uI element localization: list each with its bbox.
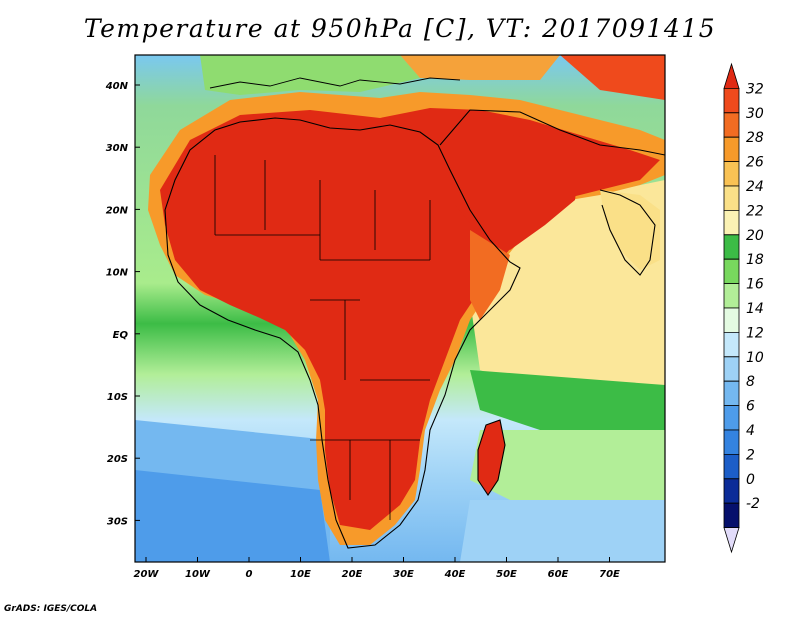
colorbar-label: 2: [746, 447, 755, 463]
colorbar-swatch: [723, 283, 740, 309]
colorbar-label: 12: [746, 325, 764, 341]
colorbar-swatch: [723, 332, 740, 358]
colorbar-swatch: [723, 380, 740, 406]
temperature-field: [135, 55, 665, 562]
lon-label: 20W: [134, 569, 160, 580]
lon-label: 20E: [342, 569, 363, 580]
colorbar-swatch: [723, 88, 740, 114]
colorbar-swatch: [723, 161, 740, 187]
lat-label: EQ: [113, 330, 129, 341]
lat-label: 20S: [107, 454, 128, 465]
colorbar-swatch: [723, 307, 740, 333]
lon-label: 40E: [444, 569, 466, 580]
lon-label: 10E: [290, 569, 311, 580]
lat-label: 10N: [106, 268, 129, 279]
colorbar-label: 24: [746, 179, 764, 195]
colorbar-swatch: [723, 405, 740, 431]
longitude-axis: 20W 10W 0 10E 20E 30E 40E 50E 60E 70E: [134, 557, 620, 580]
colorbar-swatch: [723, 527, 740, 554]
lat-label: 30S: [107, 516, 128, 527]
map-frame: [134, 54, 666, 563]
colorbar-label: 28: [746, 130, 764, 146]
colorbar-swatch: [723, 234, 740, 260]
colorbar-label: 18: [746, 252, 764, 268]
lat-label: 20N: [106, 205, 129, 216]
colorbar-label: 20: [746, 228, 764, 244]
colorbar-label: 4: [746, 423, 755, 439]
lon-label: 0: [246, 569, 253, 580]
colorbar-swatch: [723, 502, 740, 528]
lat-label: 30N: [106, 143, 129, 154]
colorbar-swatch: [723, 136, 740, 162]
colorbar-swatch: [723, 478, 740, 504]
colorbar-label: 14: [746, 301, 764, 317]
colorbar-swatch: [723, 454, 740, 480]
colorbar-label: -2: [746, 496, 760, 512]
colorbar-label: 26: [746, 155, 764, 171]
colorbar-swatch: [723, 112, 740, 138]
colorbar-label: 32: [746, 81, 764, 97]
colorbar-label: 30: [746, 106, 764, 122]
latitude-axis: 40N 30N 20N 10N EQ 10S 20S 30S: [105, 81, 140, 527]
colorbar-swatch: [723, 62, 740, 89]
grads-credit: GrADS: IGES/COLA: [4, 604, 98, 614]
lon-label: 70E: [599, 569, 620, 580]
colorbar-label: 8: [746, 374, 755, 390]
colorbar-label: 0: [746, 472, 755, 488]
coastlines: [164, 77, 665, 549]
lon-label: 10W: [185, 569, 211, 580]
colorbar-swatch: [723, 210, 740, 236]
lon-label: 30E: [393, 569, 414, 580]
colorbar-label: 6: [746, 399, 755, 415]
lat-label: 40N: [105, 81, 129, 92]
colorbar-swatch: [723, 429, 740, 455]
colorbar-swatch: [723, 185, 740, 211]
map-title: Temperature at 950hPa [C], VT: 201709141…: [83, 14, 717, 43]
colorbar-swatch: [723, 356, 740, 382]
colorbar-label: 10: [746, 350, 764, 366]
lon-label: 50E: [496, 569, 517, 580]
colorbar-swatch: [723, 258, 740, 284]
colorbar-label: 16: [746, 277, 764, 293]
colorbar-label: 22: [746, 203, 764, 219]
lon-label: 60E: [548, 569, 569, 580]
lat-label: 10S: [107, 392, 128, 403]
